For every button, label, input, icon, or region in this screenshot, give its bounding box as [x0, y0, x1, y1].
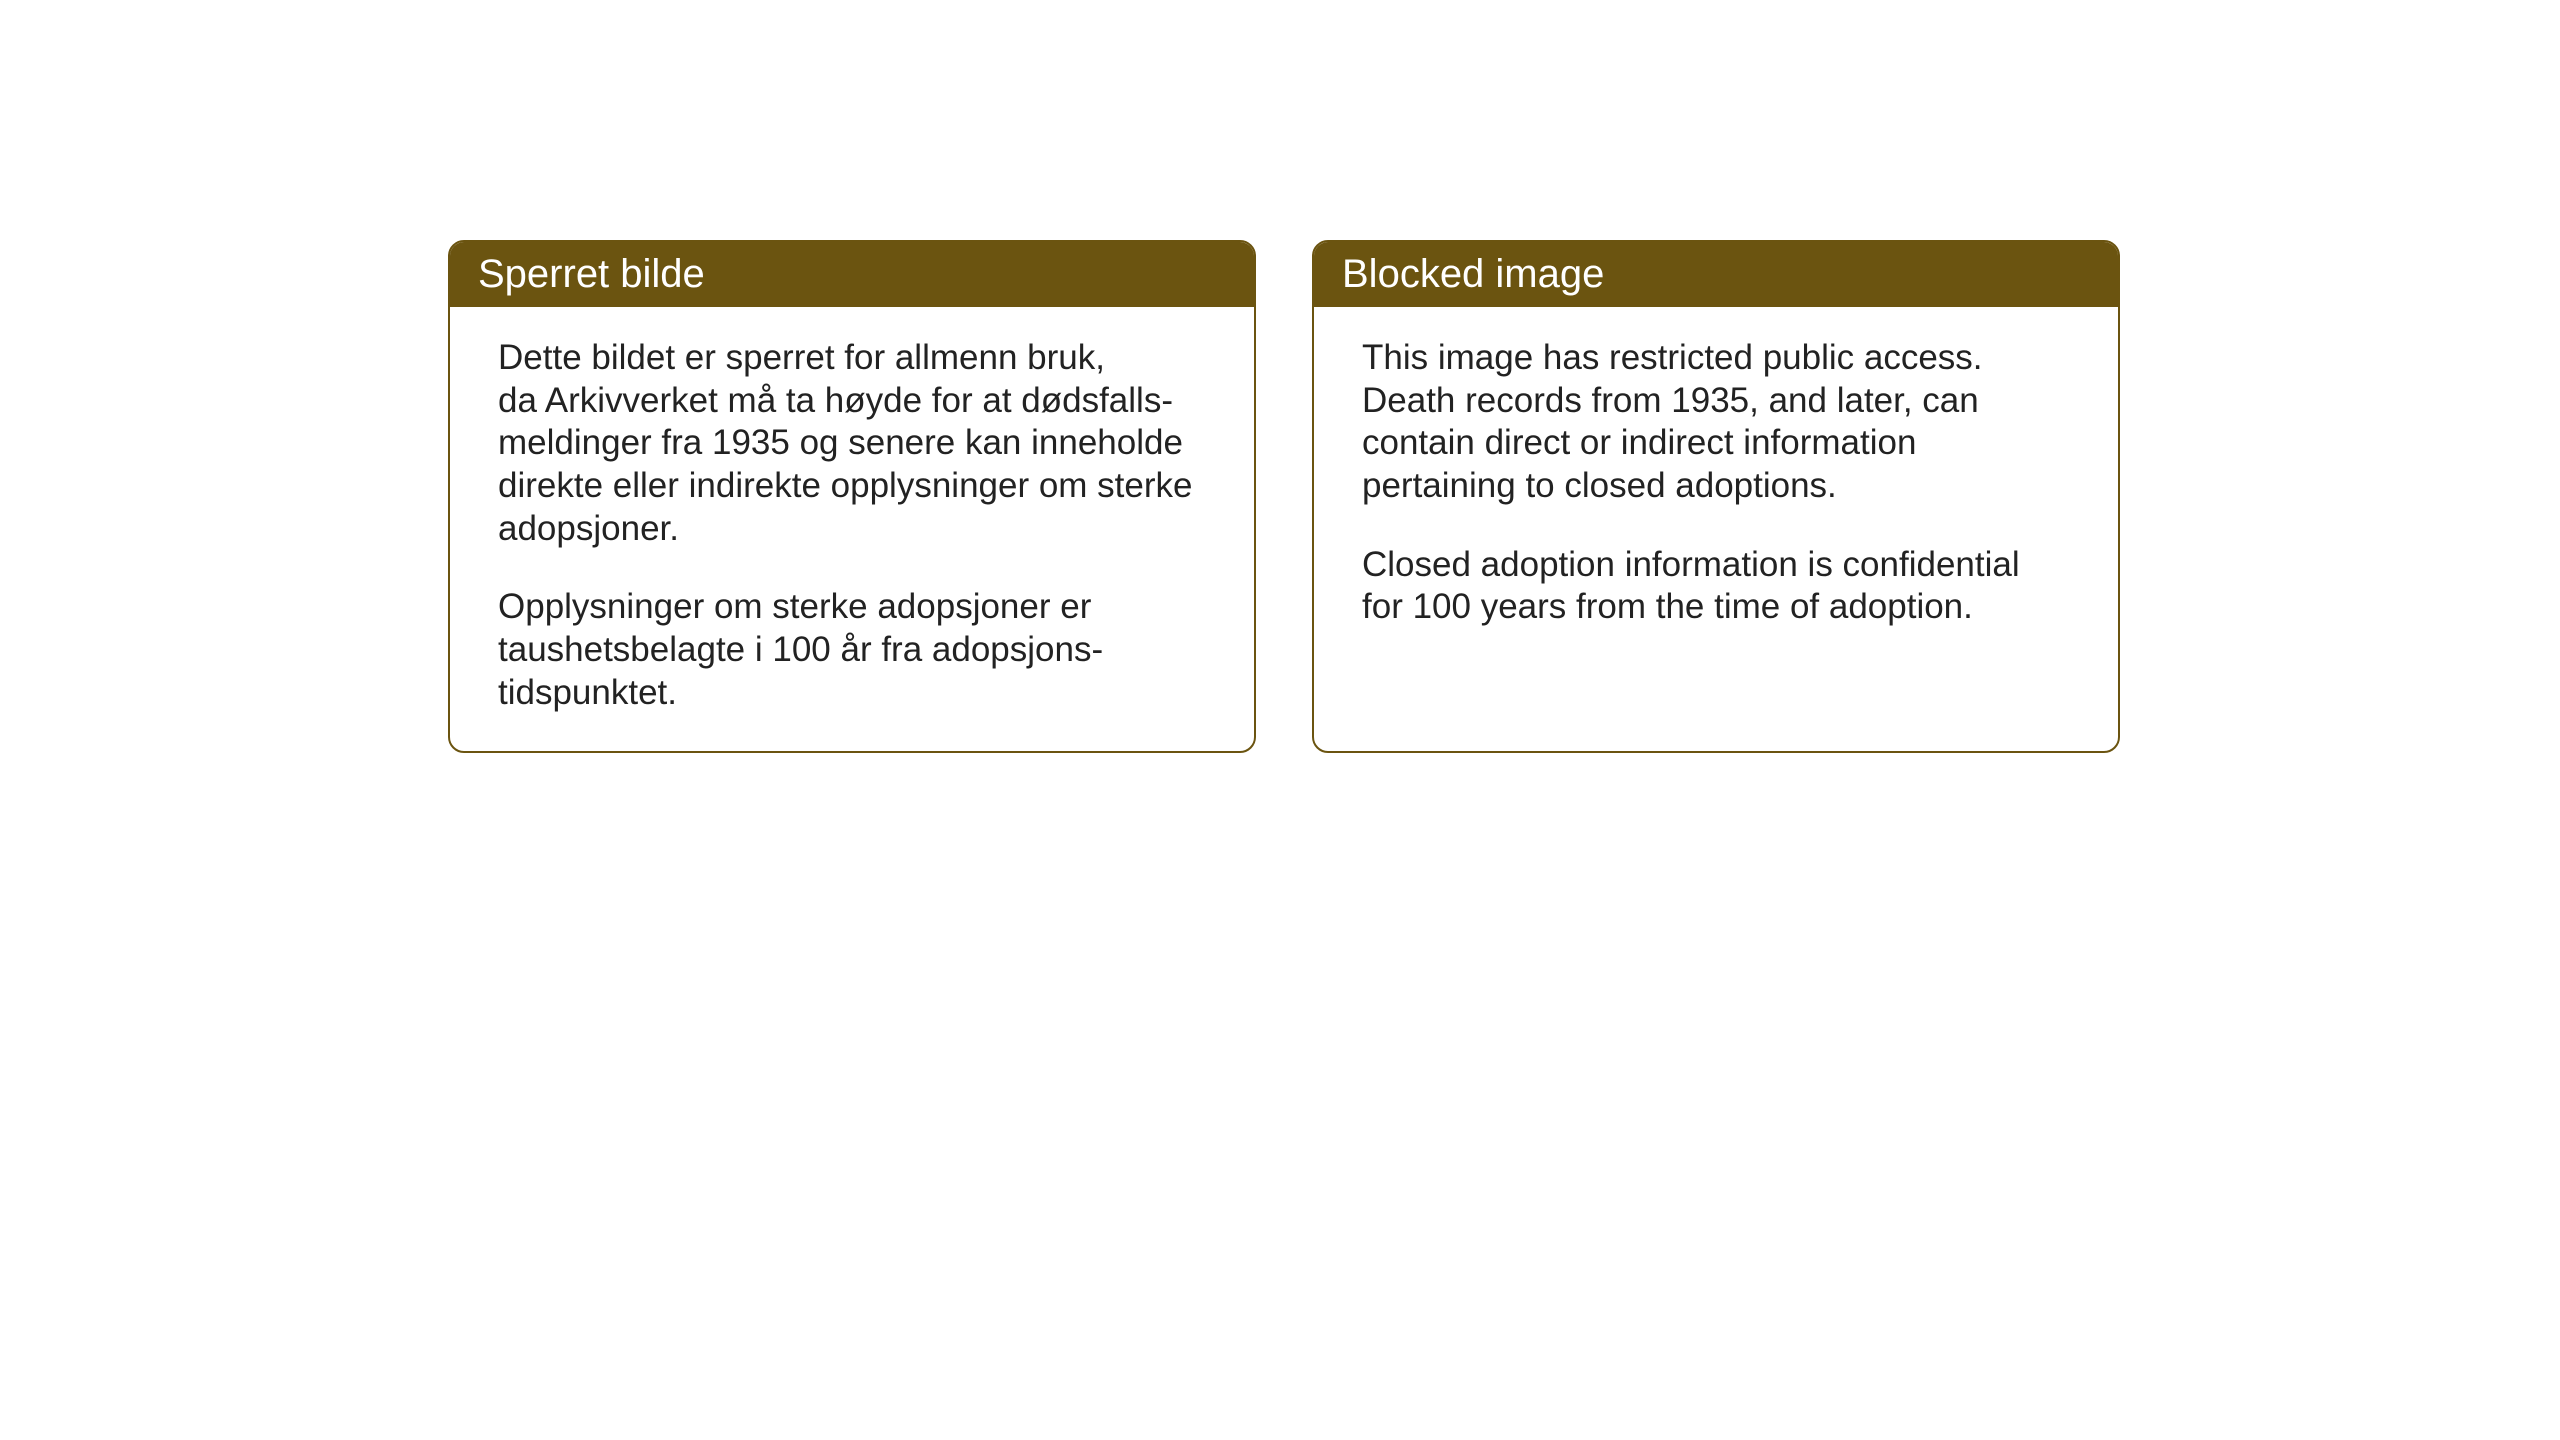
norwegian-paragraph-1: Dette bildet er sperret for allmenn bruk… [498, 337, 1206, 550]
english-paragraph-1: This image has restricted public access.… [1362, 337, 2070, 508]
english-card-header: Blocked image [1314, 242, 2118, 307]
norwegian-card: Sperret bilde Dette bildet er sperret fo… [448, 240, 1256, 753]
norwegian-card-header: Sperret bilde [450, 242, 1254, 307]
norwegian-paragraph-2: Opplysninger om sterke adopsjoner ertaus… [498, 586, 1206, 714]
english-card-body: This image has restricted public access.… [1314, 307, 2118, 665]
english-card: Blocked image This image has restricted … [1312, 240, 2120, 753]
norwegian-card-body: Dette bildet er sperret for allmenn bruk… [450, 307, 1254, 751]
english-card-title: Blocked image [1342, 252, 1604, 296]
norwegian-card-title: Sperret bilde [478, 252, 705, 296]
cards-container: Sperret bilde Dette bildet er sperret fo… [448, 240, 2120, 753]
english-paragraph-2: Closed adoption information is confident… [1362, 544, 2070, 629]
